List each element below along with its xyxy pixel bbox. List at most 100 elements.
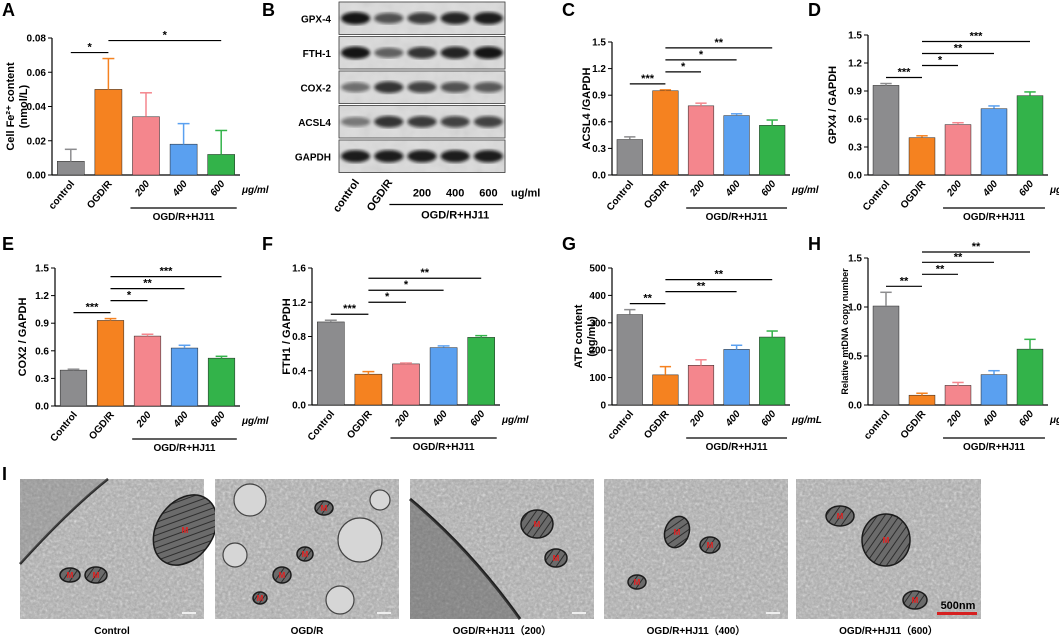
- x-tick-label: 600: [759, 409, 778, 429]
- bar: [944, 385, 972, 406]
- svg-text:D: D: [808, 0, 821, 20]
- group-label: OGD/R+HJ11: [153, 212, 215, 223]
- bar: [687, 365, 715, 406]
- protein-band: [440, 12, 470, 25]
- y-tick-label: 1.2: [592, 64, 606, 75]
- protein-band: [407, 12, 437, 24]
- y-axis-label: COX2 / GAPDH: [17, 298, 29, 377]
- significance-mark: **: [715, 37, 724, 49]
- x-tick-label: OGD/R: [642, 178, 672, 211]
- x-tick-label: 200: [945, 409, 965, 430]
- x-tick-label: 400: [170, 179, 190, 200]
- y-tick-label: 0.04: [27, 102, 47, 113]
- bar: [908, 394, 936, 406]
- mitochondrion: [663, 515, 691, 549]
- y-axis-label: ATP content: [573, 304, 585, 368]
- significance-mark: **: [697, 281, 706, 293]
- scale-bar-small: [766, 612, 780, 614]
- bar: [169, 143, 198, 176]
- y-tick-label: 0.6: [592, 117, 606, 128]
- micrograph-5: M M M: [796, 479, 981, 619]
- x-tick-label: 200: [688, 179, 708, 200]
- y-tick-label: 0.00: [27, 171, 47, 182]
- y-axis-label: GPX4 / GAPDH: [827, 66, 839, 144]
- nucleus: [20, 479, 108, 564]
- mitochondrion-label: M: [182, 526, 189, 535]
- mitochondrion: [825, 505, 855, 527]
- y-tick-label: 0.3: [592, 144, 606, 155]
- scale-bar-small: [182, 612, 196, 614]
- significance-mark: **: [936, 263, 945, 275]
- protein-band: [440, 46, 470, 59]
- y-axis-label: ACSL4 /GAPDH: [581, 67, 593, 149]
- y-tick-label: 1.2: [292, 298, 306, 309]
- protein-band: [440, 150, 470, 163]
- bar: [132, 116, 160, 176]
- micrograph-texture: [604, 479, 788, 619]
- significance-mark: ***: [898, 67, 912, 79]
- y-tick-label: 0.9: [592, 91, 606, 102]
- significance-mark: **: [421, 267, 430, 279]
- protein-band: [407, 116, 437, 128]
- bar: [57, 161, 85, 176]
- bar: [723, 115, 750, 176]
- bar: [908, 137, 936, 176]
- svg-text:G: G: [562, 234, 576, 254]
- significance-mark: *: [938, 55, 943, 67]
- chart-A: 0.00 0.02 0.04 0.06 0.08 Cell Fe²⁺ content (nm…: [5, 30, 269, 223]
- band-label: GPX-4: [301, 14, 331, 25]
- y-tick-label: 0.0: [35, 402, 49, 413]
- bar: [652, 374, 679, 406]
- bar: [759, 125, 786, 176]
- svg-text:C: C: [562, 0, 575, 20]
- y-tick-label: 1.6: [292, 264, 306, 275]
- mitochondrion: [252, 591, 268, 605]
- significance-mark: ***: [86, 302, 100, 314]
- y-tick-label: 0.9: [35, 319, 49, 330]
- band-label: ACSL4: [298, 118, 331, 129]
- bar: [944, 124, 972, 176]
- mitochondrion-label: M: [912, 596, 919, 605]
- significance-mark: *: [127, 290, 132, 302]
- mitochondrion-label: M: [257, 594, 264, 603]
- lane-group-label: OGD/R+HJ11: [421, 210, 489, 222]
- mitochondrion: [627, 574, 647, 590]
- x-tick-label: Control: [605, 179, 636, 213]
- bar: [1016, 95, 1044, 176]
- mitochondrion: [520, 509, 554, 539]
- group-label: OGD/R+HJ11: [963, 442, 1025, 453]
- mitochondrion-label: M: [93, 571, 100, 580]
- y-axis-label-unit: (ng/mL): [586, 316, 598, 357]
- x-tick-label: 200: [393, 409, 413, 430]
- significance-mark: *: [681, 61, 686, 73]
- scale-bar: [937, 612, 977, 615]
- micrograph-1: M M M: [19, 478, 218, 619]
- bar: [1016, 348, 1044, 406]
- y-axis-label: Cell Fe²⁺ content: [5, 62, 17, 151]
- micrograph-caption: OGD/R: [291, 626, 325, 637]
- x-tick-label: Control: [49, 410, 80, 444]
- bar: [872, 85, 900, 176]
- mitochondrion-label: M: [302, 550, 309, 559]
- x-tick-label: 600: [468, 409, 487, 429]
- bar: [207, 154, 235, 176]
- y-tick-label: 0.3: [35, 374, 49, 385]
- blot-row-gpx-4: GPX-4: [301, 1, 506, 35]
- svg-text:B: B: [262, 0, 275, 20]
- mitochondrion: [272, 566, 292, 584]
- y-tick-label: 0.08: [27, 34, 47, 45]
- mitochondrion: [314, 500, 334, 516]
- panel-letters: A B C D E F G H I: [2, 0, 821, 484]
- micrograph-caption: OGD/R+HJ11（400）: [647, 624, 746, 637]
- bar: [872, 305, 900, 406]
- protein-band: [407, 46, 437, 59]
- significance-mark: **: [143, 278, 152, 290]
- bar: [652, 90, 679, 176]
- mitochondrion-label: M: [67, 571, 74, 580]
- x-tick-label: 600: [208, 179, 227, 199]
- mitochondrion-label: M: [837, 512, 844, 521]
- band-label: GAPDH: [295, 152, 331, 163]
- y-tick-label: 0: [600, 401, 606, 412]
- mitochondrion: [902, 590, 928, 610]
